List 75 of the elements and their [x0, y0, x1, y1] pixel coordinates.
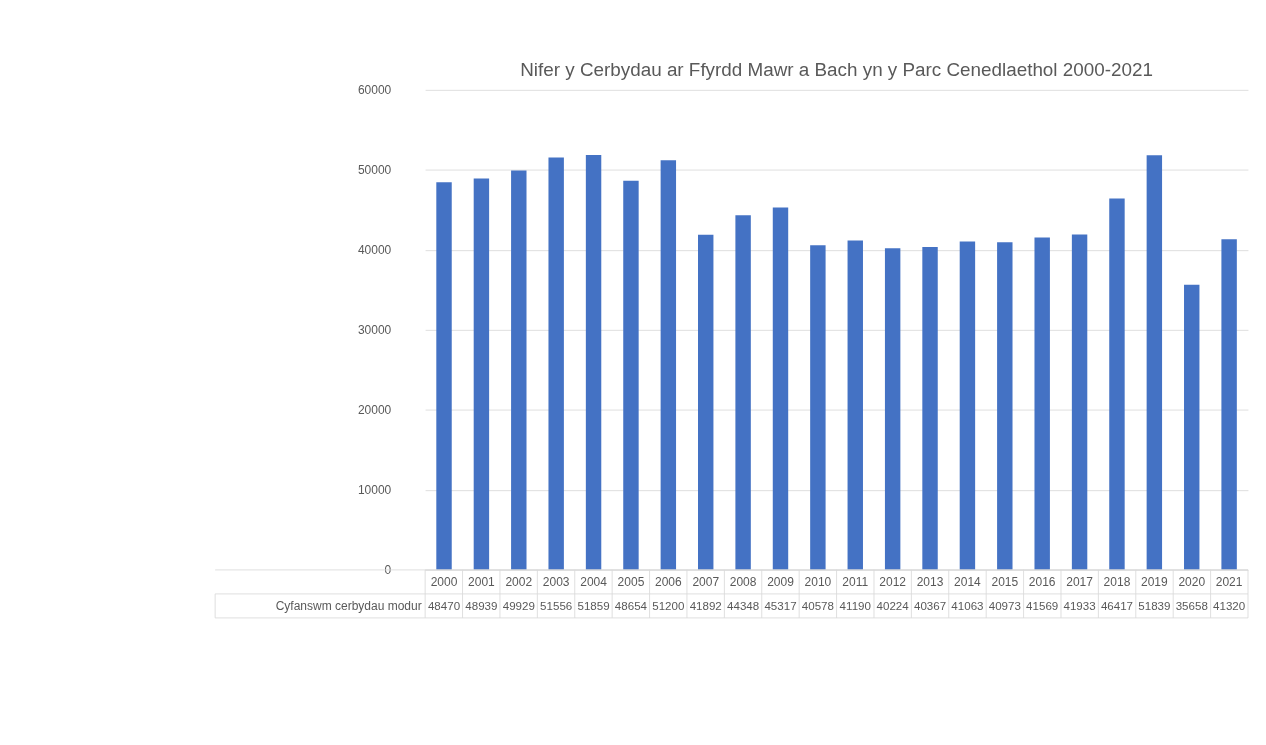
bar — [1146, 155, 1163, 570]
x-tick-label: 2000 — [430, 575, 458, 590]
bar — [1034, 237, 1050, 570]
data-label: 51556 — [540, 600, 573, 613]
y-tick-label: 40000 — [357, 242, 392, 257]
y-tick-label: 20000 — [357, 402, 392, 417]
x-tick-label: 2019 — [1141, 575, 1169, 590]
bar — [847, 240, 863, 570]
bar — [772, 207, 789, 570]
data-label: 44348 — [727, 600, 760, 613]
data-label: 51200 — [652, 600, 685, 613]
x-tick-label: 2016 — [1028, 575, 1056, 590]
data-label: 40367 — [913, 600, 947, 613]
data-label: 46417 — [1100, 600, 1134, 613]
data-label: 41933 — [1063, 600, 1096, 613]
bar — [511, 170, 527, 570]
x-tick-label: 2001 — [468, 575, 496, 590]
data-label: 51859 — [577, 600, 610, 613]
text: Cyfanswm cerbydau modur — [275, 599, 422, 614]
x-tick-label: 2008 — [729, 575, 757, 590]
y-tick-label: 60000 — [357, 82, 392, 97]
y-tick-label: 30000 — [357, 322, 392, 337]
y-tick-label: 50000 — [357, 162, 392, 177]
data-label: 45317 — [764, 600, 797, 613]
x-tick-label: 2014 — [954, 575, 982, 590]
bar — [959, 241, 976, 570]
x-tick-label: 2009 — [767, 575, 795, 590]
y-tick-label: 0 — [384, 562, 392, 577]
x-tick-label: 2011 — [842, 575, 869, 590]
data-label: 41190 — [839, 600, 871, 613]
bar — [623, 180, 639, 570]
bar — [810, 245, 826, 570]
x-tick-label: 2015 — [991, 575, 1019, 590]
bar — [922, 246, 938, 570]
x-tick-label: 2020 — [1178, 575, 1206, 590]
x-tick-label: 2017 — [1066, 575, 1094, 590]
data-label: 49929 — [502, 600, 535, 613]
bar — [1221, 239, 1237, 570]
data-label: 48939 — [465, 600, 498, 613]
data-label: 48654 — [614, 600, 648, 613]
data-label: 35658 — [1175, 600, 1208, 613]
bar — [1071, 234, 1088, 570]
bar — [997, 242, 1013, 570]
bar — [660, 160, 677, 570]
bar — [1109, 198, 1125, 570]
data-label: 48470 — [427, 600, 461, 613]
data-label: 41063 — [951, 600, 984, 613]
bar — [698, 234, 714, 570]
data-label: 40578 — [801, 600, 834, 613]
chart-title: Nifer y Cerbydau ar Ffyrdd Mawr a Bach yn y Parc Cenedlaethol 2000-2021 — [520, 59, 1153, 81]
data-label: 40224 — [876, 600, 910, 613]
bar — [1184, 284, 1200, 570]
x-tick-label: 2007 — [692, 575, 720, 590]
bar — [735, 215, 751, 570]
bar — [436, 182, 452, 570]
bar — [473, 178, 490, 570]
data-label: 41320 — [1213, 600, 1246, 613]
bar — [585, 155, 602, 570]
x-tick-label: 2006 — [654, 575, 683, 590]
x-tick-label: 2003 — [542, 575, 570, 590]
x-tick-label: 2021 — [1215, 575, 1243, 590]
bar — [884, 248, 901, 570]
bar — [548, 157, 564, 570]
x-tick-label: 2012 — [879, 575, 907, 590]
data-label: 41569 — [1026, 600, 1059, 613]
x-tick-label: 2018 — [1103, 575, 1131, 590]
x-tick-label: 2010 — [804, 575, 832, 590]
data-label: 40973 — [988, 600, 1021, 613]
y-tick-label: 10000 — [357, 482, 392, 497]
x-tick-label: 2005 — [617, 575, 645, 590]
x-tick-label: 2013 — [916, 575, 944, 590]
data-label: 51839 — [1138, 600, 1171, 613]
data-label: 41892 — [689, 600, 722, 613]
x-tick-label: 2004 — [580, 575, 608, 590]
x-tick-label: 2002 — [505, 575, 533, 590]
